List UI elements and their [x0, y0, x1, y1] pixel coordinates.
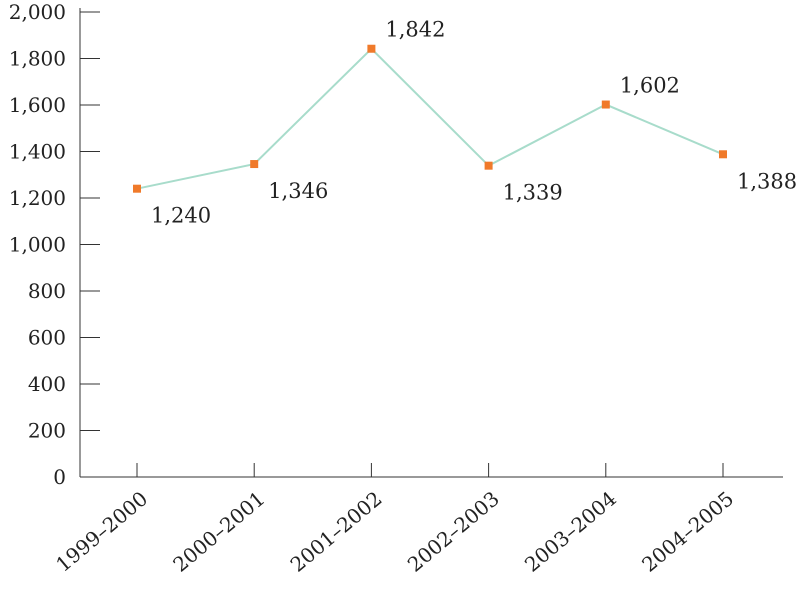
data-labels: 1,240 1,346 1,842 1,339 1,602 1,388 [151, 18, 797, 228]
series [133, 44, 727, 193]
y-tick-label: 1,800 [9, 47, 66, 71]
x-tick-label: 2004–2005 [637, 486, 738, 576]
data-point-marker [133, 184, 141, 193]
y-tick-label: 2,000 [9, 0, 66, 24]
data-label: 1,240 [151, 204, 211, 228]
data-label: 1,602 [620, 74, 680, 98]
x-tick-label: 2003–2004 [520, 486, 621, 576]
y-tick-label: 800 [28, 279, 66, 303]
data-label: 1,842 [385, 18, 445, 42]
y-axis-ticks: 0 200 400 600 800 1,000 1,200 1,400 1,600 1,800 2,… [9, 0, 100, 489]
y-tick-label: 200 [28, 419, 66, 443]
x-axis-ticks: 1999–2000 2000–2001 2001–2002 2002–2003 2003… [51, 463, 738, 577]
axes [79, 8, 783, 478]
data-point-marker [601, 100, 610, 109]
y-tick-label: 0 [53, 465, 66, 489]
y-tick-label: 1,200 [9, 186, 66, 210]
x-tick-label: 2002–2003 [403, 486, 504, 576]
series-line [136, 47, 724, 190]
data-point-marker [367, 44, 376, 53]
y-tick-label: 1,400 [9, 140, 66, 164]
x-tick-label: 1999–2000 [51, 486, 152, 576]
data-label: 1,339 [503, 181, 563, 205]
y-tick-label: 400 [28, 372, 66, 396]
data-point-marker [484, 161, 493, 170]
x-tick-label: 2001–2002 [286, 486, 387, 576]
data-point-marker [719, 150, 727, 159]
data-label: 1,388 [737, 169, 797, 193]
y-tick-label: 1,000 [9, 233, 66, 257]
data-point-marker [250, 160, 259, 169]
y-tick-label: 1,600 [9, 93, 66, 117]
y-tick-label: 600 [28, 326, 66, 350]
x-tick-label: 2000–2001 [168, 486, 269, 576]
data-label: 1,346 [268, 179, 328, 203]
